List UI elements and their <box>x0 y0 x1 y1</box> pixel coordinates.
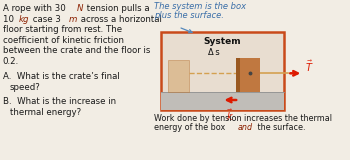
Text: Work done by tension increases the thermal: Work done by tension increases the therm… <box>154 114 332 123</box>
Text: $\vec{k}$: $\vec{k}$ <box>226 108 234 123</box>
Text: 10: 10 <box>3 15 16 24</box>
Text: across a horizontal: across a horizontal <box>78 15 162 24</box>
Bar <box>236 58 240 92</box>
Text: A rope with 30: A rope with 30 <box>3 4 68 13</box>
Bar <box>168 60 189 92</box>
Bar <box>161 92 284 110</box>
FancyBboxPatch shape <box>161 32 284 110</box>
Text: floor starting from rest. The: floor starting from rest. The <box>3 25 122 34</box>
Text: kg: kg <box>18 15 29 24</box>
Text: The system is the box: The system is the box <box>154 2 246 11</box>
Text: m: m <box>68 15 77 24</box>
Text: the surface.: the surface. <box>254 123 305 132</box>
Text: plus the surface.: plus the surface. <box>154 11 224 20</box>
Text: case 3: case 3 <box>30 15 64 24</box>
Text: coefficient of kinetic friction: coefficient of kinetic friction <box>3 36 124 44</box>
Text: tension pulls a: tension pulls a <box>84 4 150 13</box>
Text: and: and <box>237 123 253 132</box>
Text: B.  What is the increase in: B. What is the increase in <box>3 97 116 106</box>
Text: speed?: speed? <box>10 83 40 92</box>
Text: A.  What is the crate’s final: A. What is the crate’s final <box>3 72 119 81</box>
Text: System: System <box>204 37 241 46</box>
Text: $\vec{T}$: $\vec{T}$ <box>305 59 314 74</box>
Bar <box>240 58 260 92</box>
Text: Δ s: Δ s <box>208 48 219 57</box>
Text: thermal energy?: thermal energy? <box>10 108 81 116</box>
Text: 0.2.: 0.2. <box>3 56 19 65</box>
Text: between the crate and the floor is: between the crate and the floor is <box>3 46 150 55</box>
Text: energy of the box: energy of the box <box>154 123 228 132</box>
Text: N: N <box>77 4 83 13</box>
